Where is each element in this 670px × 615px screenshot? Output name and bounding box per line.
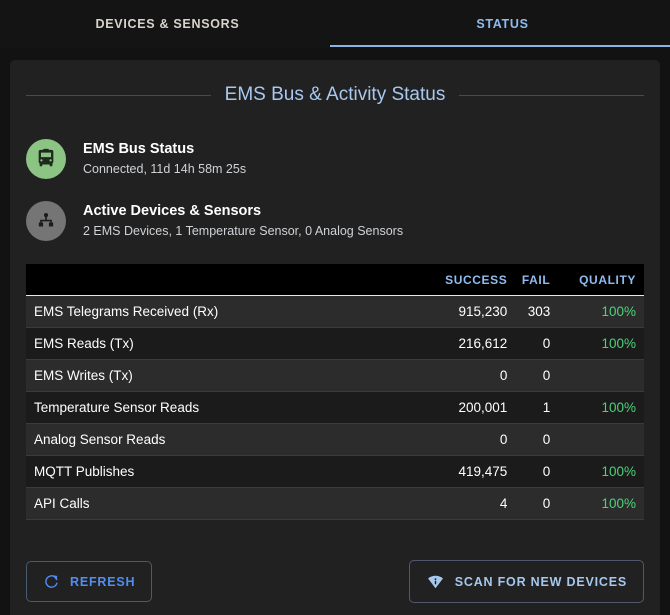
cell-success: 0 xyxy=(317,423,508,456)
column-header-label xyxy=(26,264,318,296)
cell-success: 419,475 xyxy=(317,455,508,488)
cell-label: API Calls xyxy=(26,487,318,520)
table-row: Temperature Sensor Reads 200,001 1 100% xyxy=(26,391,644,424)
panel-footer: REFRESH SCAN FOR NEW DEVICES xyxy=(10,560,660,603)
cell-label: EMS Telegrams Received (Rx) xyxy=(26,295,318,328)
column-header-success: SUCCESS xyxy=(317,264,508,296)
table-row: EMS Telegrams Received (Rx) 915,230 303 … xyxy=(26,295,644,328)
cell-quality xyxy=(556,423,644,456)
cell-success: 216,612 xyxy=(317,327,508,360)
cell-fail: 0 xyxy=(507,487,557,520)
cell-success: 4 xyxy=(317,487,508,520)
tab-status[interactable]: STATUS xyxy=(335,1,670,47)
tab-devices-and-sensors[interactable]: DEVICES & SENSORS xyxy=(0,1,335,47)
cell-fail: 303 xyxy=(507,295,557,328)
divider-left xyxy=(26,94,211,96)
cell-quality: 100% xyxy=(556,455,644,488)
active-tab-indicator xyxy=(330,45,670,47)
status-subtitle: Connected, 11d 14h 58m 25s xyxy=(83,162,247,176)
wifi-find-icon xyxy=(426,572,445,591)
cell-label: Temperature Sensor Reads xyxy=(26,391,318,424)
status-title: EMS Bus Status xyxy=(83,141,195,157)
tab-status-label: STATUS xyxy=(476,17,529,31)
cell-quality: 100% xyxy=(556,295,644,328)
page-title: EMS Bus & Activity Status xyxy=(224,84,446,105)
status-title: Active Devices & Sensors xyxy=(83,203,262,219)
column-header-fail: FAIL xyxy=(507,264,557,296)
cell-success: 200,001 xyxy=(317,391,508,424)
cell-fail: 0 xyxy=(507,423,557,456)
device-hub-icon xyxy=(26,201,66,241)
cell-fail: 0 xyxy=(507,359,557,392)
status-row-ems-bus: EMS Bus Status Connected, 11d 14h 58m 25… xyxy=(26,128,644,190)
tab-bar: DEVICES & SENSORS STATUS xyxy=(0,0,670,48)
bus-icon xyxy=(26,139,66,179)
cell-label: EMS Reads (Tx) xyxy=(26,327,318,360)
divider-right xyxy=(459,94,645,96)
activity-table: SUCCESS FAIL QUALITY EMS Telegrams Recei… xyxy=(26,264,644,520)
cell-success: 915,230 xyxy=(317,295,508,328)
status-text-active-devices: Active Devices & Sensors 2 EMS Devices, … xyxy=(83,202,403,240)
scan-for-new-devices-button[interactable]: SCAN FOR NEW DEVICES xyxy=(408,560,644,603)
scan-button-label: SCAN FOR NEW DEVICES xyxy=(454,574,627,589)
status-text-ems-bus: EMS Bus Status Connected, 11d 14h 58m 25… xyxy=(83,140,246,178)
table-body: EMS Telegrams Received (Rx) 915,230 303 … xyxy=(26,295,644,520)
section-header: EMS Bus & Activity Status xyxy=(10,84,660,106)
cell-fail: 1 xyxy=(507,391,557,424)
cell-quality: 100% xyxy=(556,391,644,424)
table-row: EMS Reads (Tx) 216,612 0 100% xyxy=(26,327,644,360)
cell-label: Analog Sensor Reads xyxy=(26,423,318,456)
table-header-row: SUCCESS FAIL QUALITY xyxy=(26,264,644,296)
tab-devices-and-sensors-label: DEVICES & SENSORS xyxy=(95,17,240,31)
table-head: SUCCESS FAIL QUALITY xyxy=(26,264,644,296)
cell-label: MQTT Publishes xyxy=(26,455,318,488)
status-panel: EMS Bus & Activity Status EMS Bus Status… xyxy=(10,60,660,615)
table-row: API Calls 4 0 100% xyxy=(26,487,644,520)
status-subtitle: 2 EMS Devices, 1 Temperature Sensor, 0 A… xyxy=(83,224,404,238)
table-row: EMS Writes (Tx) 0 0 xyxy=(26,359,644,392)
refresh-button[interactable]: REFRESH xyxy=(26,561,153,602)
column-header-quality: QUALITY xyxy=(556,264,644,296)
table-row: Analog Sensor Reads 0 0 xyxy=(26,423,644,456)
status-summary-list: EMS Bus Status Connected, 11d 14h 58m 25… xyxy=(10,128,660,252)
cell-fail: 0 xyxy=(507,327,557,360)
status-row-active-devices: Active Devices & Sensors 2 EMS Devices, … xyxy=(26,190,644,252)
refresh-button-label: REFRESH xyxy=(70,574,136,589)
cell-quality: 100% xyxy=(556,327,644,360)
refresh-icon xyxy=(43,573,60,590)
cell-quality xyxy=(556,359,644,392)
cell-fail: 0 xyxy=(507,455,557,488)
activity-table-wrapper: SUCCESS FAIL QUALITY EMS Telegrams Recei… xyxy=(26,264,644,520)
cell-quality: 100% xyxy=(556,487,644,520)
cell-label: EMS Writes (Tx) xyxy=(26,359,318,392)
cell-success: 0 xyxy=(317,359,508,392)
table-row: MQTT Publishes 419,475 0 100% xyxy=(26,455,644,488)
